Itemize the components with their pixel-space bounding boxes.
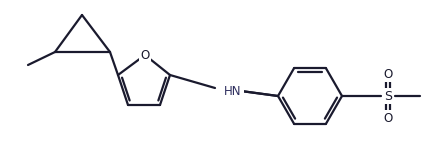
Text: O: O <box>382 67 392 80</box>
Text: S: S <box>383 90 391 103</box>
Text: HN: HN <box>224 85 241 98</box>
Text: O: O <box>140 48 149 61</box>
Text: O: O <box>382 112 392 125</box>
